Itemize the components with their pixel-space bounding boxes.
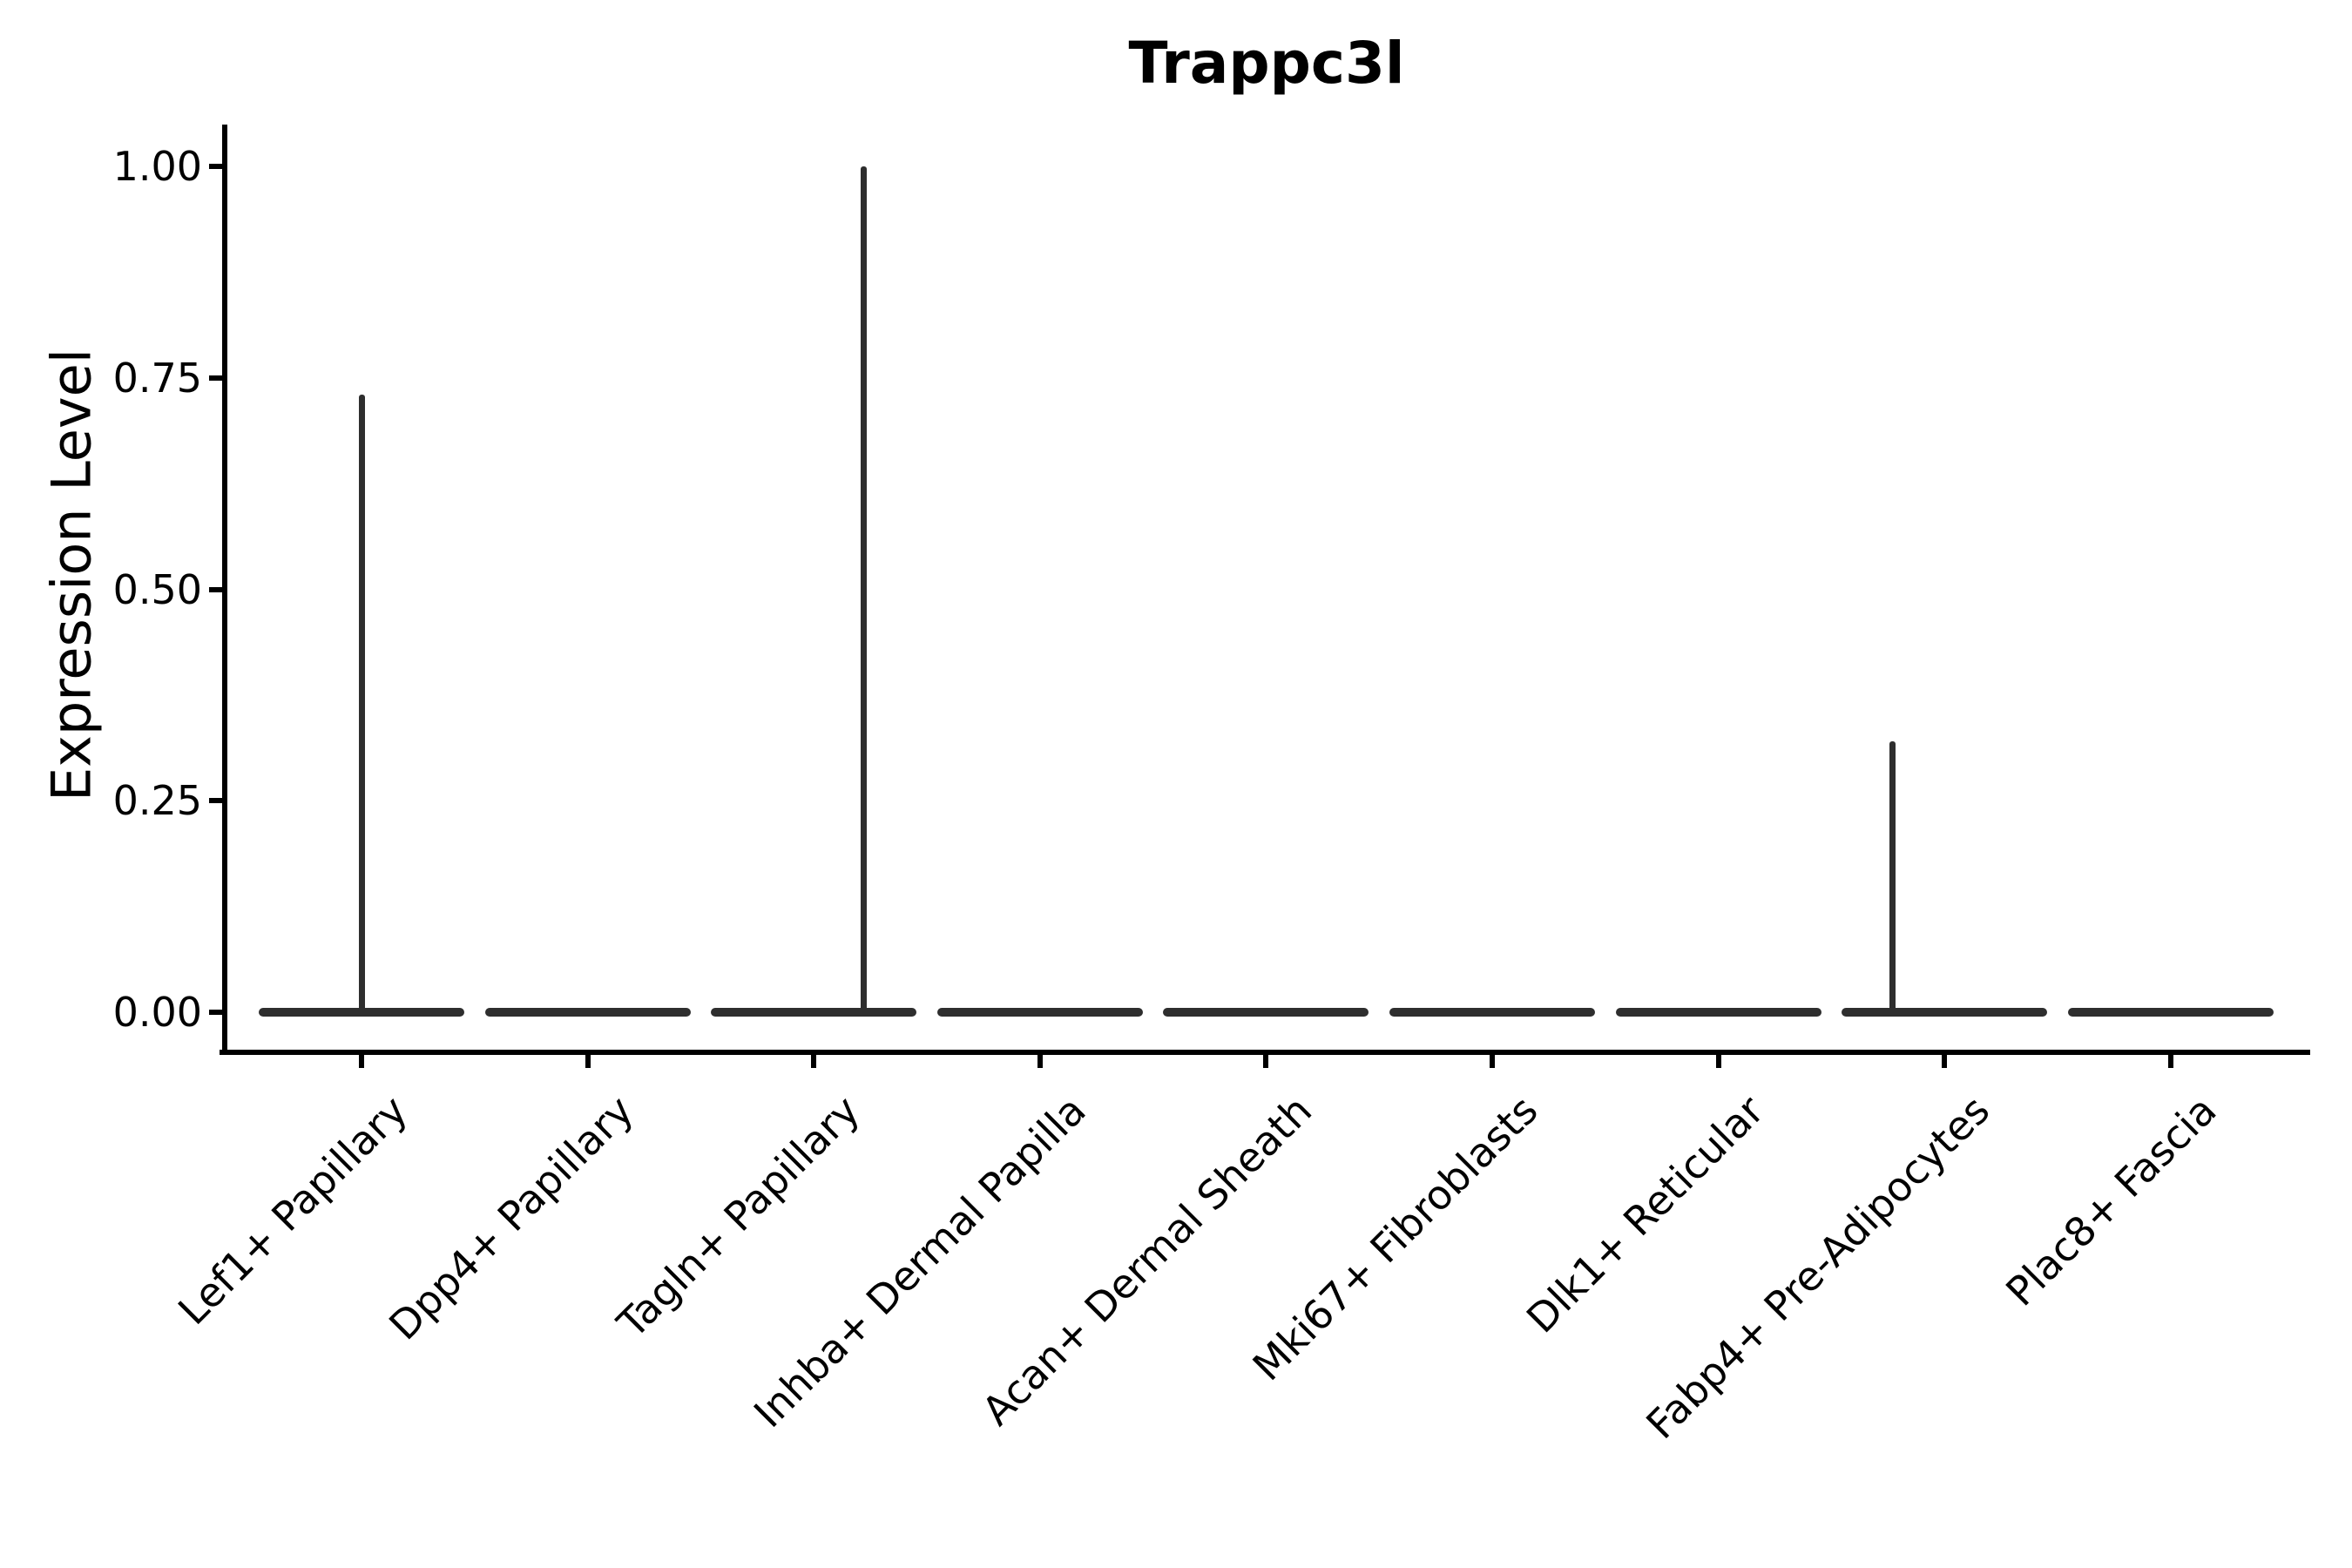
violin-body [1389,1008,1595,1017]
y-tick-label: 0.50 [112,565,202,613]
y-tick-label: 1.00 [112,143,202,190]
violin-body [936,1008,1143,1017]
x-tick [1263,1055,1269,1068]
y-tick-label: 0.00 [112,989,202,1036]
x-tick [811,1055,817,1068]
violin-body [1163,1008,1369,1017]
violin-body [1615,1008,1821,1017]
violin-spike [860,166,867,1012]
x-tick-label: Tagln+ Papillary [607,1086,868,1348]
x-tick [1942,1055,1948,1068]
x-axis-spine [220,1050,2310,1055]
violin-body [1842,1008,2048,1017]
violin-body [711,1008,917,1017]
x-tick [1490,1055,1495,1068]
y-tick [209,1010,222,1015]
y-axis-spine [222,125,227,1055]
x-tick [1037,1055,1043,1068]
y-tick [209,586,222,592]
y-tick [209,164,222,169]
y-tick [209,375,222,381]
x-tick [2167,1055,2173,1068]
violin-spike [358,395,365,1012]
x-tick-label: Dlk1+ Reticular [1517,1086,1774,1342]
y-tick-label: 0.75 [112,354,202,402]
x-tick [359,1055,364,1068]
x-tick-label: Plac8+ Fascia [1996,1086,2226,1315]
chart-title: Trappc3l [1128,30,1405,97]
x-tick [1715,1055,1721,1068]
violin-body [484,1008,691,1017]
y-tick-label: 0.25 [112,777,202,825]
x-tick-label: Lef1+ Papillary [168,1086,416,1335]
x-tick [585,1055,591,1068]
violin-spike [1889,741,1896,1012]
x-tick-label: Dpp4+ Papillary [379,1086,643,1349]
violin-body [259,1008,464,1017]
violin-body [2067,1008,2274,1017]
y-tick [209,798,222,804]
